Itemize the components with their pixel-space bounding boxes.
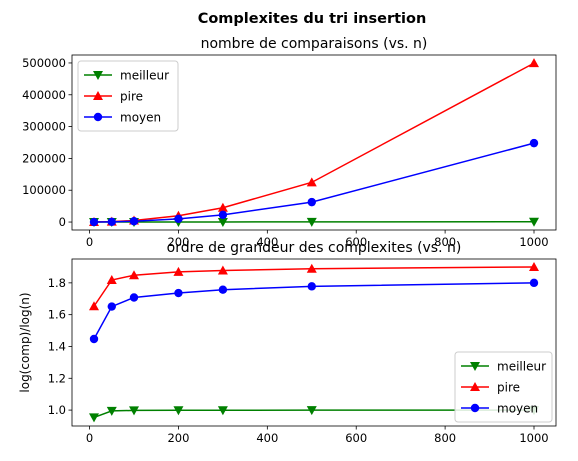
y-tick-label: 300000 [22, 120, 66, 134]
x-tick-label: 400 [256, 235, 278, 249]
series-line-moyen [93, 282, 535, 340]
legend-marker-meilleur [93, 71, 103, 80]
chart-title: nombre de comparaisons (vs. n) [201, 36, 428, 52]
data-point-meilleur [306, 406, 317, 416]
legend-label-moyen: moyen [497, 402, 538, 416]
data-point-pire [529, 261, 539, 271]
data-point-moyen [307, 197, 316, 207]
y-tick-label: 1.2 [48, 371, 66, 385]
y-tick-label: 0 [59, 215, 66, 229]
legend-marker-pire [470, 382, 480, 391]
legend: meilleur pire moyen [77, 60, 179, 132]
data-point-pire [129, 270, 139, 280]
legend-label-meilleur: meilleur [120, 69, 169, 83]
figure-suptitle: Complexites du tri insertion [198, 11, 427, 27]
legend-label-pire: pire [497, 381, 520, 395]
data-point-meilleur [129, 406, 139, 416]
data-point-pire [217, 265, 228, 275]
data-point-moyen [218, 285, 228, 294]
y-tick-label: 100000 [22, 183, 66, 197]
y-tick-label: 400000 [22, 88, 66, 102]
y-tick-label: 1.8 [48, 276, 66, 290]
plot-area-frame [71, 54, 557, 231]
plot-area-frame [71, 258, 557, 427]
x-tick-label: 0 [86, 431, 93, 445]
legend-frame [454, 351, 553, 423]
data-point-moyen [174, 288, 183, 298]
data-point-moyen [107, 302, 116, 311]
legend: meilleur pire moyen [454, 351, 553, 423]
data-point-moyen [107, 217, 116, 227]
x-tick-label: 1000 [519, 235, 548, 249]
data-point-meilleur [106, 406, 117, 416]
x-tick-label: 1000 [519, 431, 548, 445]
data-point-pire [217, 202, 228, 212]
x-tick-label: 200 [167, 235, 189, 249]
x-tick-label: 600 [345, 431, 367, 445]
data-point-pire [89, 301, 99, 311]
order-of-magnitude-chart: 0 200 400 600 800 1000 1.0 1.2 1.4 1.6 1.8 ordre de… [18, 240, 557, 445]
data-point-moyen [129, 293, 139, 302]
chart-title: ordre de grandeur des complexites (vs. n… [167, 240, 462, 256]
data-point-moyen [89, 217, 99, 227]
data-point-meilleur [217, 406, 228, 416]
data-point-pire [306, 263, 317, 273]
data-point-pire [529, 58, 539, 68]
data-point-meilleur [173, 406, 184, 416]
comparisons-chart: 0 200 400 600 800 1000 0 100000 200000 300000 4000… [22, 36, 557, 249]
x-tick-label: 200 [167, 431, 189, 445]
data-point-moyen [129, 217, 139, 226]
x-tick-label: 800 [434, 235, 456, 249]
y-axis-label: log(comp)/log(n) [18, 292, 32, 392]
data-point-meilleur [89, 413, 99, 423]
data-point-moyen [307, 282, 316, 291]
data-point-meilleur [306, 217, 317, 227]
legend-marker-meilleur [470, 362, 480, 371]
data-point-pire [173, 266, 184, 276]
y-tick-label: 1.4 [48, 339, 66, 353]
data-point-moyen [529, 278, 539, 288]
legend-marker-moyen [93, 112, 103, 122]
legend-marker-pire [93, 91, 103, 100]
data-point-meilleur [217, 217, 228, 227]
data-point-meilleur [529, 217, 539, 227]
y-tick-label: 1.6 [48, 308, 66, 322]
y-tick-label: 200000 [22, 151, 66, 165]
data-point-pire [106, 274, 117, 284]
y-tick-label: 500000 [22, 56, 66, 70]
x-tick-label: 600 [345, 235, 367, 249]
x-tick-label: 800 [434, 431, 456, 445]
legend-marker-moyen [470, 403, 480, 413]
legend-frame [77, 60, 179, 132]
y-tick-label: 1.0 [48, 403, 66, 417]
legend-label-moyen: moyen [120, 111, 161, 125]
x-tick-label: 400 [256, 431, 278, 445]
legend-label-meilleur: meilleur [497, 360, 546, 374]
data-point-moyen [529, 138, 539, 148]
data-point-pire [306, 177, 317, 187]
legend-label-pire: pire [120, 90, 143, 104]
data-point-moyen [218, 210, 228, 220]
data-point-moyen [174, 214, 183, 224]
x-tick-label: 0 [86, 235, 93, 249]
data-point-moyen [89, 334, 99, 344]
